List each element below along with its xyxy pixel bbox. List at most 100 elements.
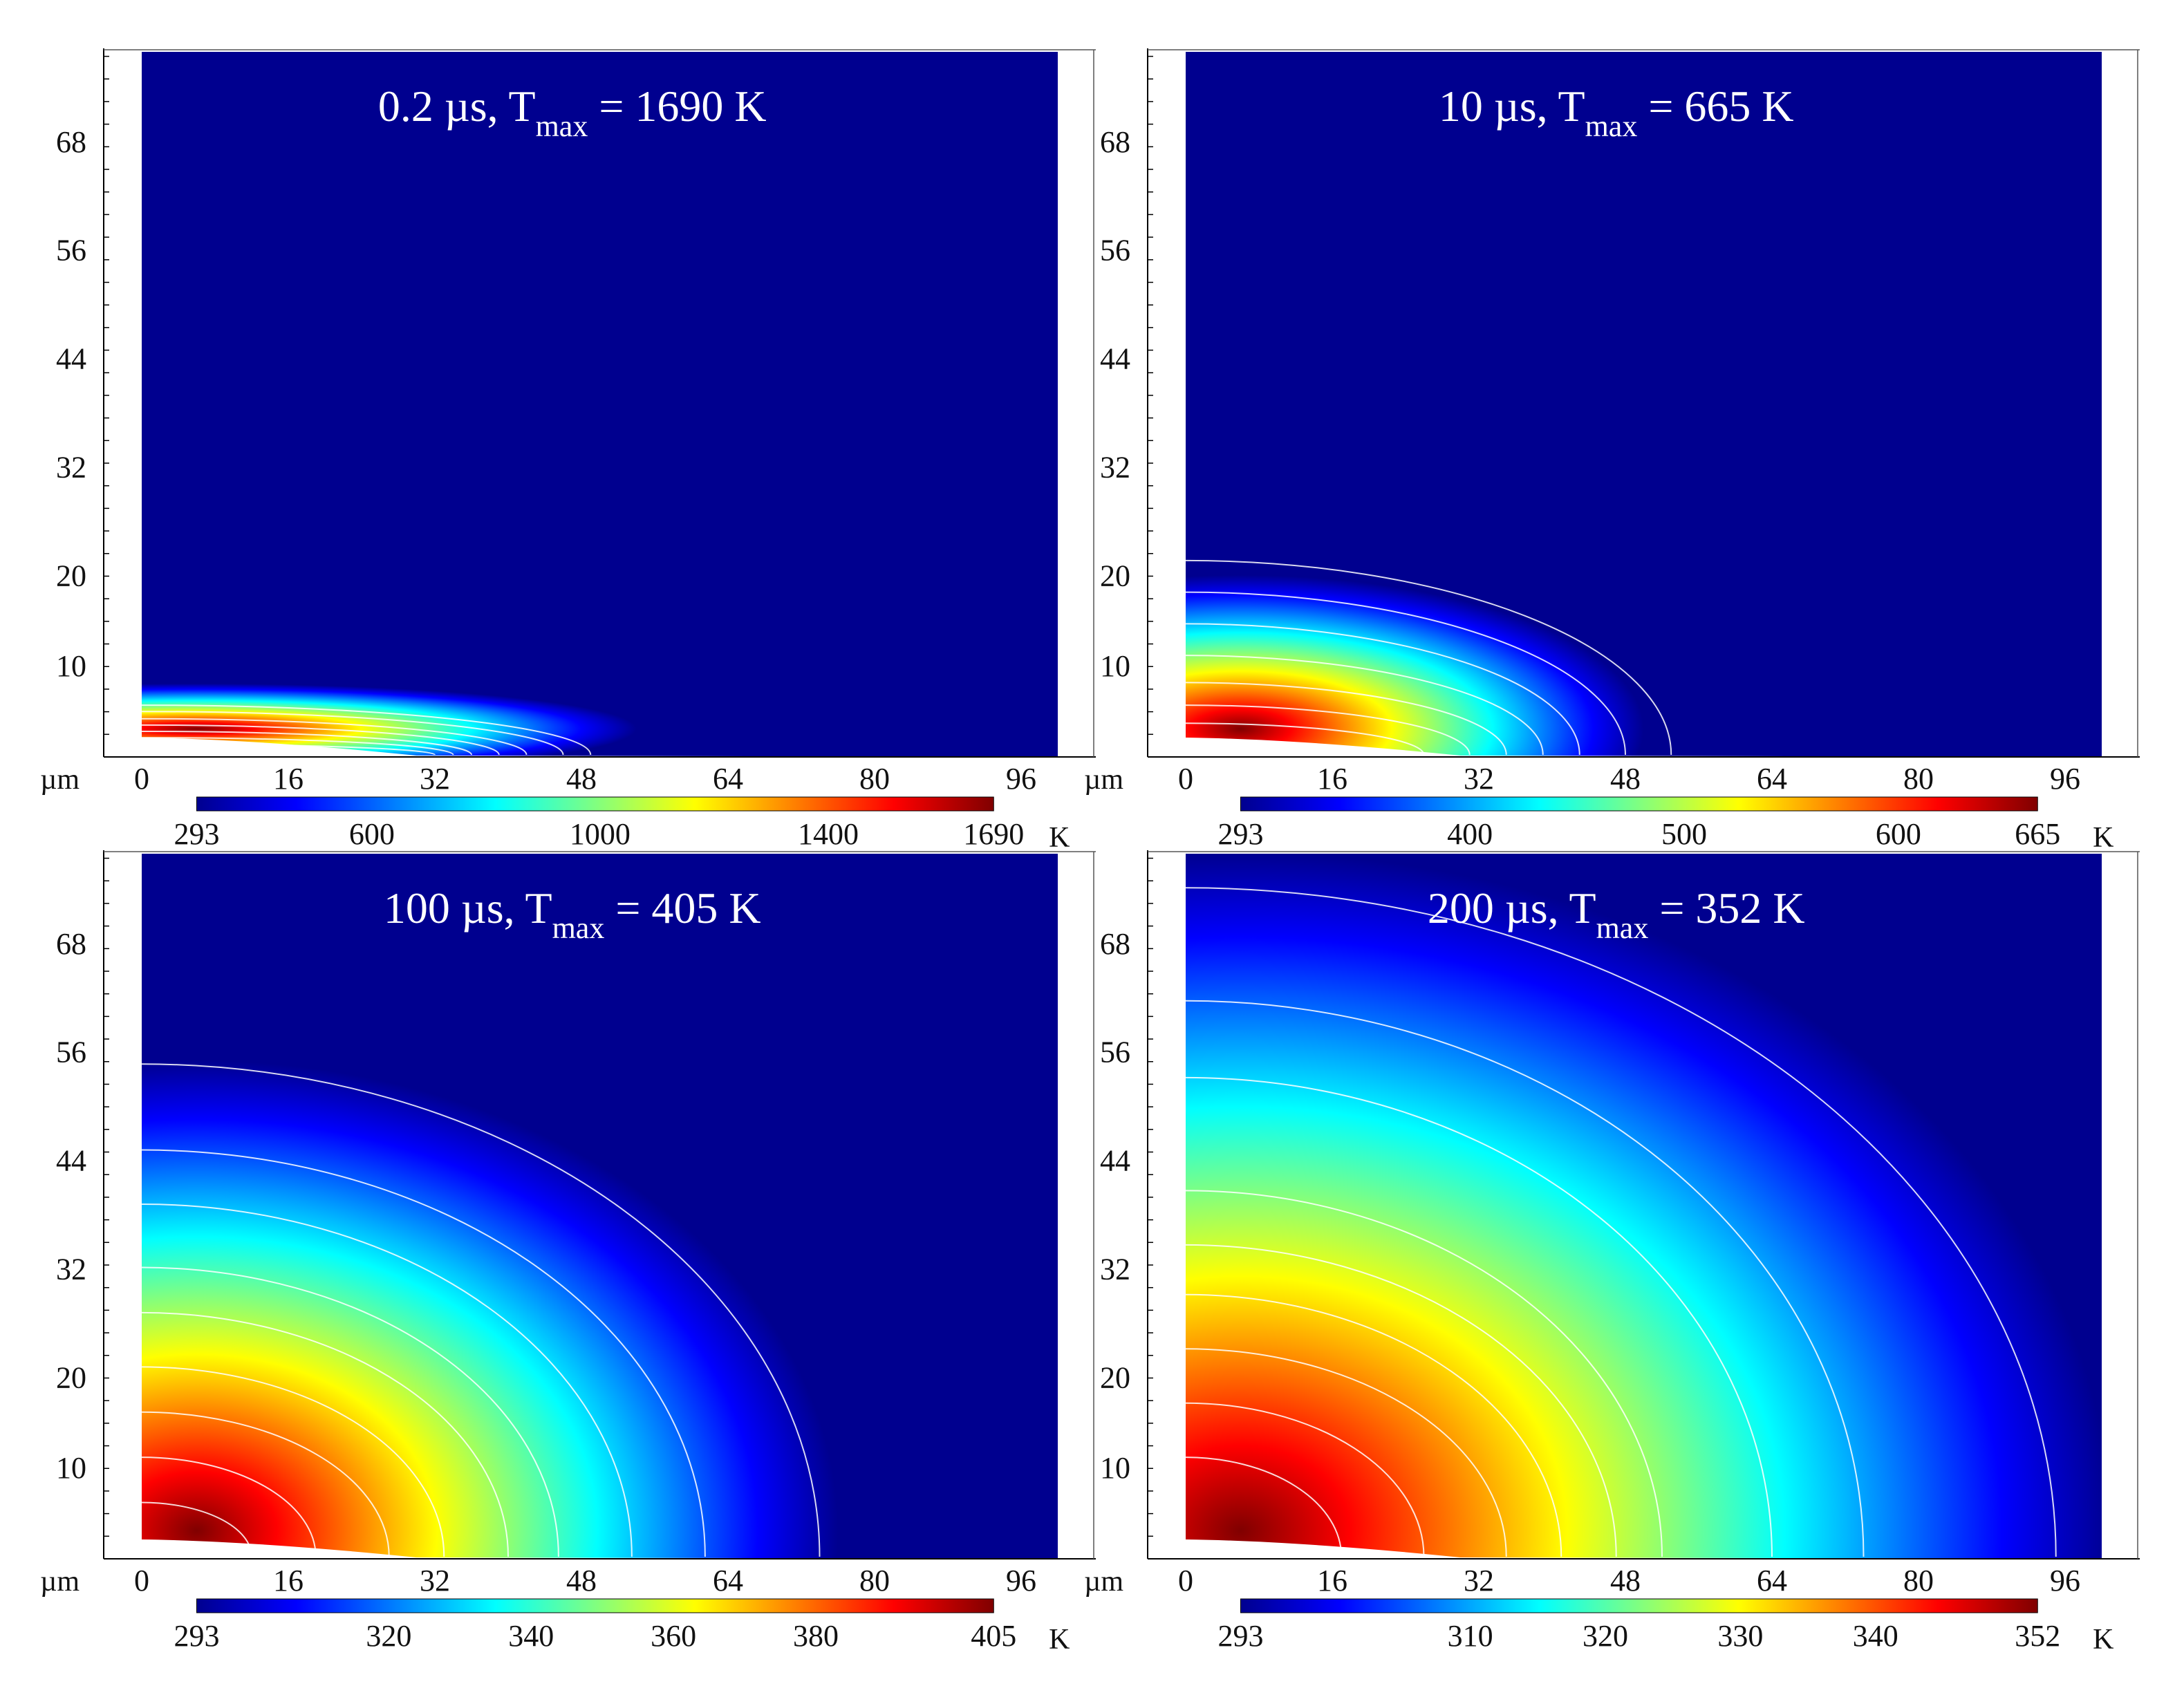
x-tick-label: 96 <box>2050 1564 2080 1598</box>
y-tick-label: 20 <box>1100 1360 1130 1394</box>
x-tick-label: 48 <box>566 762 597 796</box>
isotherm-contour-0 <box>142 704 592 756</box>
x-tick-label: 80 <box>859 762 890 796</box>
x-tick-label: 96 <box>2050 762 2080 796</box>
isotherm-contour-4 <box>142 731 472 756</box>
surface-band <box>142 1539 1058 1559</box>
x-tick-label: 48 <box>566 1564 597 1598</box>
isotherm-contour-4 <box>142 1311 509 1557</box>
colorbar-unit-label: K <box>1049 822 1070 854</box>
heatmap-field <box>142 52 1058 757</box>
isotherm-contour-3 <box>142 1266 559 1557</box>
colorbar-tick-label: 405 <box>971 1619 1016 1653</box>
panel-title: 0.2 µs, Tmax = 1690 K <box>378 82 767 143</box>
colorbar <box>196 796 994 812</box>
x-tick-label: 0 <box>1178 762 1193 796</box>
x-tick-label: 0 <box>134 762 149 796</box>
heatmap-panel-0p2us: 68 56 44 32 20 10 0 16 32 48 64 80 96 µm 0.2 µs, Tmax … <box>40 48 1096 854</box>
isotherm-contour-3 <box>1186 1190 1663 1557</box>
y-tick-label: 44 <box>1100 1144 1130 1178</box>
x-tick-label: 0 <box>134 1564 149 1598</box>
isotherm-contour-5 <box>142 1366 445 1557</box>
x-tick-label: 32 <box>1464 1564 1494 1598</box>
y-tick-label: 10 <box>1100 649 1130 683</box>
y-tick-label: 68 <box>56 125 86 159</box>
isotherm-contour-0 <box>142 1063 821 1557</box>
heatmap-field <box>1186 52 2102 757</box>
x-tick-label: 16 <box>273 762 304 796</box>
x-tick-label: 96 <box>1006 762 1036 796</box>
y-tick-label: 32 <box>56 451 86 485</box>
isotherm-contour-6 <box>1186 722 1425 756</box>
colorbar-tick-label: 352 <box>2015 1619 2060 1653</box>
y-tick-label: 44 <box>56 1144 86 1178</box>
colorbar-tick-label: 1400 <box>798 817 859 851</box>
x-tick-label: 32 <box>420 1564 450 1598</box>
x-tick-label: 80 <box>1903 1564 1934 1598</box>
colorbar-tick-label: 340 <box>508 1619 554 1653</box>
panel-title: 10 µs, Tmax = 665 K <box>1439 82 1794 143</box>
x-tick-label: 48 <box>1610 762 1641 796</box>
y-tick-label: 44 <box>56 342 86 376</box>
y-tick-label: 68 <box>1100 125 1130 159</box>
colorbar-tick-label: 320 <box>1583 1619 1628 1653</box>
isotherm-contour-2 <box>1186 1076 1773 1557</box>
colorbar-unit-label: K <box>1049 1624 1070 1656</box>
colorbar-tick-label: 400 <box>1447 817 1493 851</box>
x-tick-label: 64 <box>1757 762 1787 796</box>
colorbar-tick-label: 293 <box>174 1619 220 1653</box>
colorbar-unit-label: K <box>2093 822 2113 854</box>
isotherm-contour-1 <box>142 711 564 756</box>
x-tick-label: 64 <box>713 1564 743 1598</box>
isotherm-contour-0 <box>1186 559 1672 756</box>
x-unit-label: µm <box>40 764 80 796</box>
isotherm-contour-5 <box>1186 1293 1562 1557</box>
isotherm-contour-7 <box>1186 1402 1425 1557</box>
surface-band <box>142 738 1058 757</box>
isotherm-contour-1 <box>1186 1000 1865 1557</box>
isotherm-contour-3 <box>1186 655 1544 756</box>
isotherm-contour-2 <box>142 1203 633 1557</box>
colorbar-tick-label: 380 <box>793 1619 839 1653</box>
colorbar-tick-label: 600 <box>1876 817 1921 851</box>
colorbar-tick-label: 665 <box>2015 817 2060 851</box>
y-tick-label: 20 <box>56 559 86 592</box>
colorbar-tick-label: 310 <box>1448 1619 1493 1653</box>
x-tick-label: 64 <box>713 762 743 796</box>
x-tick-label: 32 <box>420 762 450 796</box>
y-tick-label: 32 <box>1100 1253 1130 1286</box>
isotherm-contour-2 <box>1186 623 1580 756</box>
isotherm-contour-4 <box>1186 1244 1617 1557</box>
isotherm-contour-5 <box>142 737 454 756</box>
y-tick-label: 32 <box>1100 451 1130 485</box>
x-tick-label: 32 <box>1464 762 1494 796</box>
isotherm-contour-6 <box>142 1411 390 1557</box>
x-tick-label: 16 <box>273 1564 304 1598</box>
x-unit-label: µm <box>1084 764 1123 796</box>
x-tick-label: 0 <box>1178 1564 1193 1598</box>
isotherm-contour-8 <box>1186 1456 1343 1557</box>
colorbar-tick-label: 293 <box>1218 1619 1264 1653</box>
surface-band <box>1186 1539 2102 1559</box>
panel-title: 200 µs, Tmax = 352 K <box>1428 883 1805 945</box>
isotherm-contour-5 <box>1186 704 1471 756</box>
x-tick-label: 48 <box>1610 1564 1641 1598</box>
colorbar-unit-label: K <box>2093 1624 2113 1656</box>
isotherm-contour-7 <box>142 1456 317 1557</box>
y-tick-label: 10 <box>1100 1451 1130 1485</box>
isotherm-contour-4 <box>1186 682 1507 756</box>
y-tick-label: 56 <box>1100 1036 1130 1069</box>
y-tick-label: 44 <box>1100 342 1130 376</box>
heatmap-panel-10us: 68 56 44 32 20 10 0 16 32 48 64 80 96 µm 10 µs, Tmax =… <box>1084 48 2140 854</box>
x-unit-label: µm <box>40 1566 80 1598</box>
colorbar-tick-label: 500 <box>1661 817 1707 851</box>
y-tick-label: 68 <box>56 927 86 961</box>
colorbar-tick-label: 600 <box>349 817 395 851</box>
x-tick-label: 16 <box>1317 1564 1347 1598</box>
colorbar <box>1240 796 2038 812</box>
x-tick-label: 96 <box>1006 1564 1036 1598</box>
x-tick-label: 64 <box>1757 1564 1787 1598</box>
y-tick-label: 56 <box>56 1036 86 1069</box>
y-tick-label: 20 <box>56 1360 86 1394</box>
